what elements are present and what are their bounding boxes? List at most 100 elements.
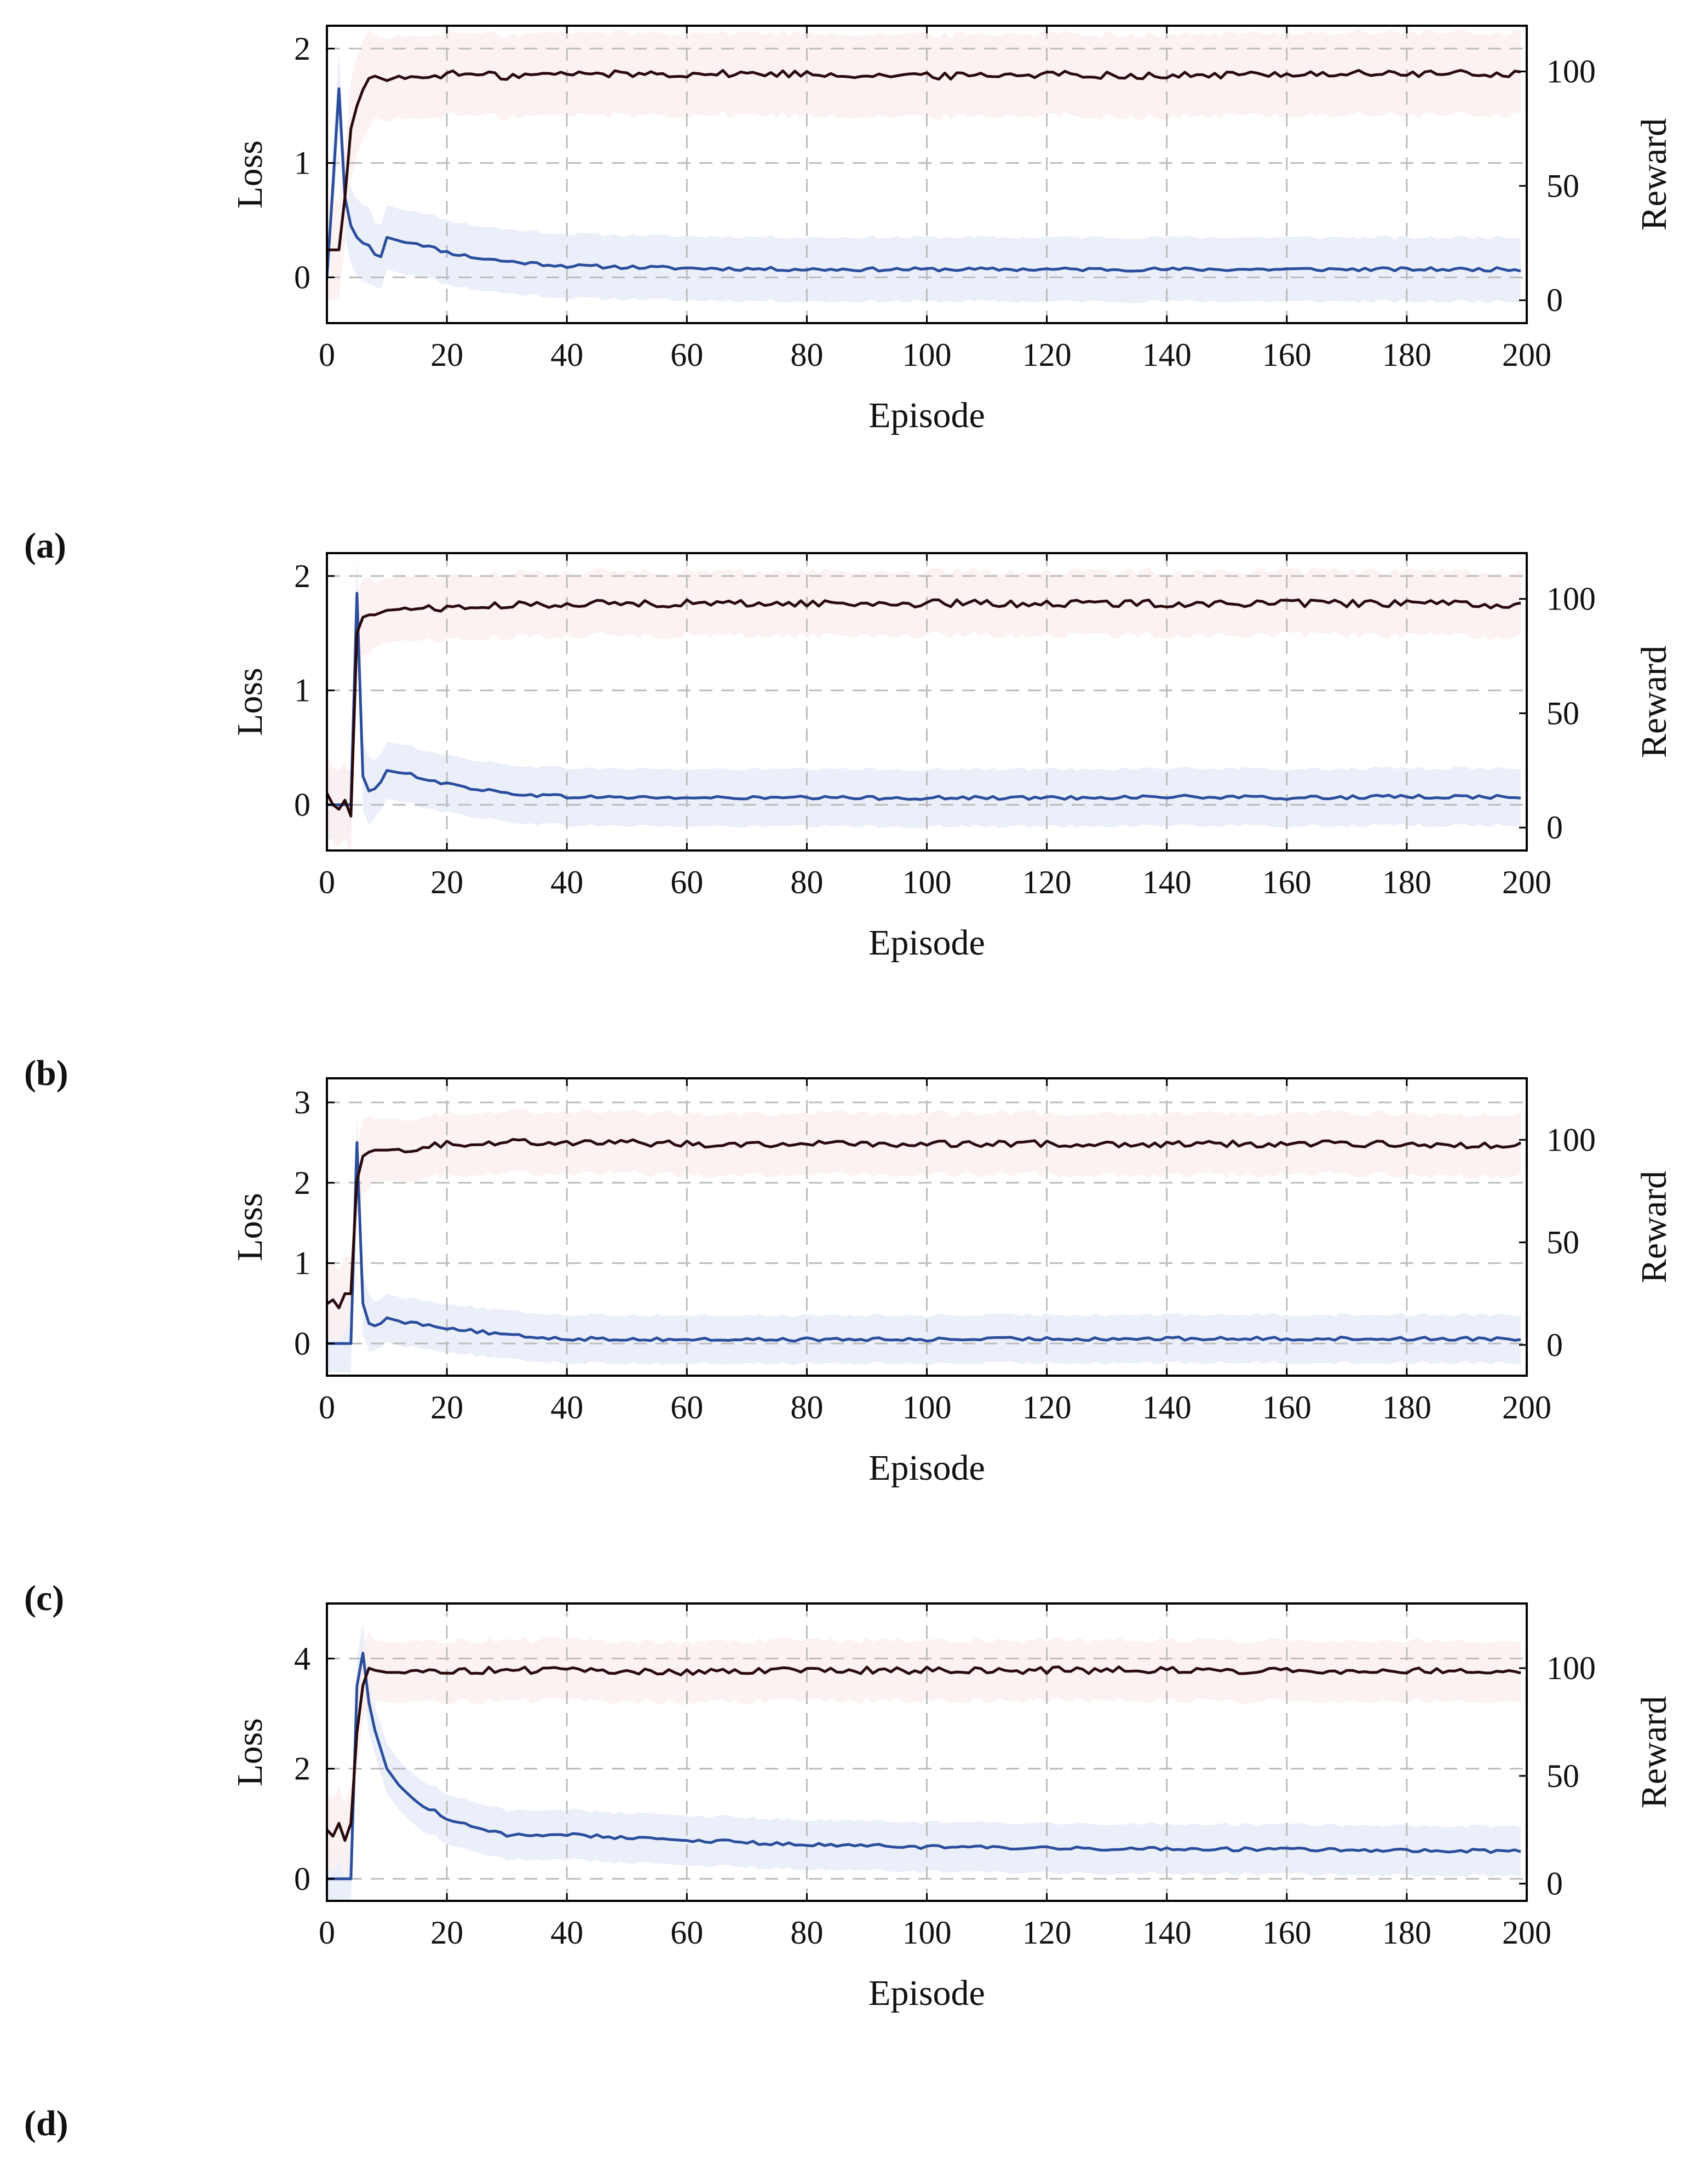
x-tick-label: 120 — [1022, 1915, 1072, 1951]
y-right-tick-label: 100 — [1546, 581, 1596, 617]
x-tick-label: 60 — [670, 864, 703, 900]
y-tick-label: 1 — [294, 1245, 310, 1281]
y-tick-label: 2 — [294, 558, 310, 594]
y-right-tick-label: 50 — [1546, 168, 1579, 204]
y-tick-label: 0 — [294, 1861, 310, 1897]
loss-line — [327, 1141, 1521, 1345]
y-right-tick-label: 100 — [1546, 1650, 1596, 1686]
loss-band — [327, 1623, 1521, 1901]
x-axis-label: Episode — [869, 395, 985, 435]
plot-area — [327, 26, 1527, 323]
x-tick-label: 180 — [1382, 1389, 1431, 1426]
x-tick-label: 160 — [1262, 337, 1312, 373]
panel-label: (a) — [24, 526, 66, 566]
x-tick-label: 40 — [550, 1389, 583, 1426]
y-tick-label: 2 — [294, 1751, 310, 1787]
x-tick-label: 180 — [1382, 864, 1431, 900]
x-tick-label: 0 — [319, 1915, 335, 1951]
x-tick-label: 80 — [790, 337, 823, 373]
x-tick-label: 40 — [550, 1915, 583, 1951]
chart-panel-3: 0 20 40 60 80 100 120 140 160 180 200024050100Epis… — [24, 1602, 1674, 2143]
x-tick-label: 0 — [319, 337, 335, 373]
x-tick-label: 80 — [790, 1389, 823, 1426]
reward-band — [327, 28, 1521, 300]
y-right-tick-label: 0 — [1546, 809, 1563, 846]
plot-area — [327, 553, 1527, 850]
y-right-tick-label: 50 — [1546, 1758, 1579, 1794]
x-tick-label: 100 — [902, 864, 952, 900]
x-tick-label: 140 — [1142, 864, 1192, 900]
x-tick-label: 160 — [1262, 864, 1312, 900]
y-right-tick-label: 0 — [1546, 1327, 1563, 1363]
loss-line — [327, 591, 1521, 806]
y-tick-label: 2 — [294, 1165, 310, 1201]
x-tick-label: 0 — [319, 1389, 335, 1426]
x-tick-label: 20 — [430, 337, 463, 373]
reward-band — [327, 1108, 1521, 1345]
y-tick-label: 2 — [294, 31, 310, 67]
y-right-tick-label: 50 — [1546, 1225, 1579, 1261]
y-right-tick-label: 50 — [1546, 695, 1579, 731]
x-tick-label: 60 — [670, 1389, 703, 1426]
y-tick-label: 1 — [294, 145, 310, 181]
loss-line — [327, 1652, 1521, 1881]
panel-label: (b) — [24, 1053, 68, 1093]
plot-area — [327, 1603, 1527, 1901]
chart-panel-1: 0 20 40 60 80 100 120 140 160 180 200012050100Epis… — [24, 552, 1674, 1093]
y-axis-label: Loss — [230, 140, 270, 209]
x-axis-label: Episode — [869, 1448, 985, 1488]
y-axis-label: Loss — [230, 1193, 270, 1261]
panel-label: (c) — [24, 1578, 64, 1618]
x-tick-label: 100 — [902, 337, 952, 373]
x-tick-label: 160 — [1262, 1389, 1312, 1426]
x-tick-label: 80 — [790, 1915, 823, 1951]
loss-band — [327, 559, 1521, 840]
x-tick-label: 60 — [670, 337, 703, 373]
y-right-axis-label: Reward — [1634, 1171, 1674, 1283]
x-tick-label: 40 — [550, 337, 583, 373]
x-tick-label: 120 — [1022, 337, 1072, 373]
x-tick-label: 200 — [1502, 1389, 1551, 1426]
x-tick-label: 120 — [1022, 864, 1072, 900]
x-tick-label: 80 — [790, 864, 823, 900]
y-axis-label: Loss — [230, 668, 270, 736]
y-axis-label: Loss — [230, 1718, 270, 1786]
y-tick-label: 0 — [294, 1325, 310, 1361]
panel-label: (d) — [24, 2103, 68, 2143]
y-right-tick-label: 100 — [1546, 54, 1596, 90]
y-right-axis-label: Reward — [1634, 1696, 1674, 1808]
x-tick-label: 100 — [902, 1389, 952, 1426]
x-tick-label: 0 — [319, 864, 335, 900]
reward-line — [327, 598, 1521, 818]
x-tick-label: 120 — [1022, 1389, 1072, 1426]
x-tick-label: 140 — [1142, 1389, 1192, 1426]
y-tick-label: 3 — [294, 1084, 310, 1120]
x-tick-label: 20 — [430, 1389, 463, 1426]
y-right-axis-label: Reward — [1634, 118, 1674, 231]
x-tick-label: 200 — [1502, 1915, 1551, 1951]
x-tick-label: 140 — [1142, 1915, 1192, 1951]
reward-band — [327, 1631, 1521, 1877]
chart-panel-2: 0 20 40 60 80 100 120 140 160 180 200 0 1 2 3 0 50 100 Epi… — [24, 1077, 1674, 1618]
reward-line — [327, 68, 1521, 251]
x-axis-label: Episode — [869, 1973, 985, 2013]
chart-panel-0: 0 20 40 60 80 100 120 140 160 180 200012050100Epis… — [24, 25, 1674, 566]
y-tick-label: 4 — [294, 1641, 310, 1677]
reward-line — [327, 1138, 1522, 1309]
loss-band — [327, 50, 1521, 316]
y-right-tick-label: 0 — [1546, 282, 1563, 318]
y-tick-label: 0 — [294, 786, 310, 823]
reward-line — [327, 1665, 1521, 1842]
x-tick-label: 140 — [1142, 337, 1192, 373]
x-tick-label: 180 — [1382, 337, 1431, 373]
y-right-tick-label: 0 — [1546, 1866, 1563, 1902]
x-tick-label: 180 — [1382, 1915, 1431, 1951]
x-tick-label: 160 — [1262, 1915, 1312, 1951]
y-tick-label: 0 — [294, 259, 310, 295]
x-tick-label: 40 — [550, 864, 583, 900]
reward-band — [327, 567, 1521, 850]
plot-area — [327, 1078, 1527, 1376]
x-axis-label: Episode — [869, 923, 985, 963]
y-tick-label: 1 — [294, 673, 310, 709]
